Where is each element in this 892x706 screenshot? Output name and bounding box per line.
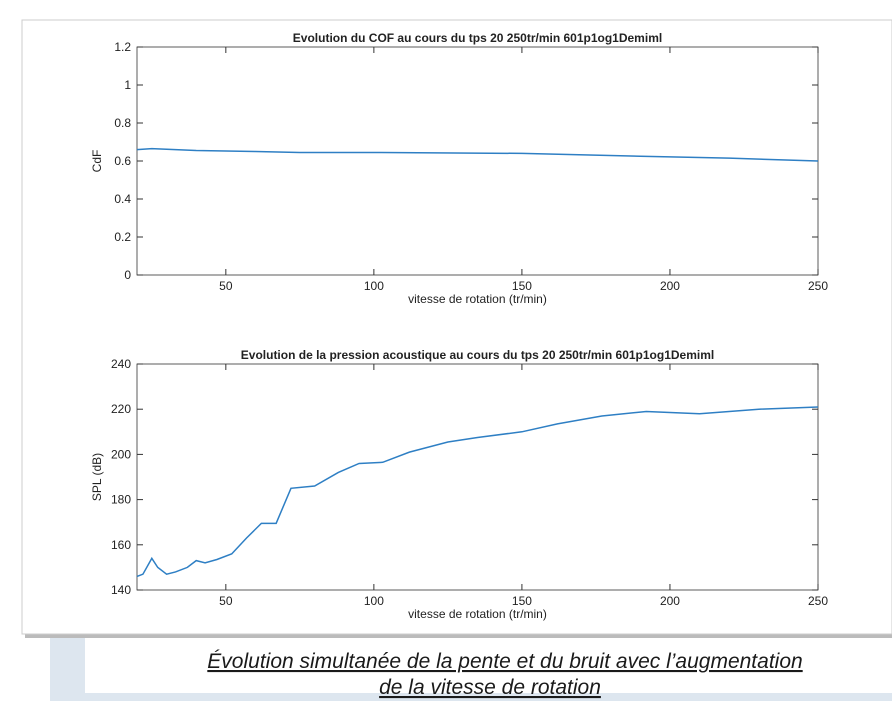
x-tick-label: 100 bbox=[364, 594, 384, 608]
y-tick-label: 200 bbox=[111, 447, 131, 461]
data-line bbox=[136, 147, 819, 162]
plot-area bbox=[136, 46, 819, 276]
caption-line: de la vitesse de rotation bbox=[379, 676, 601, 699]
x-axis-label: vitesse de rotation (tr/min) bbox=[408, 292, 547, 306]
x-tick-label: 250 bbox=[808, 594, 828, 608]
x-tick-label: 150 bbox=[512, 279, 532, 293]
x-axis-label: vitesse de rotation (tr/min) bbox=[408, 607, 547, 621]
chart-title: Evolution du COF au cours du tps 20 250t… bbox=[293, 31, 662, 45]
x-tick-label: 200 bbox=[660, 279, 680, 293]
x-tick-label: 200 bbox=[660, 594, 680, 608]
y-axis-label: SPL (dB) bbox=[90, 453, 104, 501]
data-line bbox=[136, 406, 819, 578]
y-tick-label: 220 bbox=[111, 402, 131, 416]
plot-area bbox=[136, 363, 819, 591]
y-axis-label: CdF bbox=[90, 150, 104, 173]
x-tick-label: 250 bbox=[808, 279, 828, 293]
y-tick-label: 140 bbox=[111, 583, 131, 597]
y-tick-label: 1.2 bbox=[114, 40, 131, 54]
y-tick-label: 160 bbox=[111, 538, 131, 552]
x-tick-label: 100 bbox=[364, 279, 384, 293]
chart-title: Evolution de la pression acoustique au c… bbox=[241, 348, 714, 362]
y-tick-label: 180 bbox=[111, 493, 131, 507]
y-tick-label: 0 bbox=[124, 268, 131, 282]
caption-box bbox=[85, 638, 892, 693]
y-tick-label: 0.2 bbox=[114, 230, 131, 244]
y-tick-label: 240 bbox=[111, 357, 131, 371]
y-tick-label: 0.6 bbox=[114, 154, 131, 168]
x-tick-label: 50 bbox=[219, 279, 233, 293]
y-tick-label: 1 bbox=[124, 78, 131, 92]
x-tick-label: 150 bbox=[512, 594, 532, 608]
x-tick-label: 50 bbox=[219, 594, 233, 608]
y-tick-label: 0.4 bbox=[114, 192, 131, 206]
y-tick-label: 0.8 bbox=[114, 116, 131, 130]
caption-line: Évolution simultanée de la pente et du b… bbox=[207, 650, 802, 673]
